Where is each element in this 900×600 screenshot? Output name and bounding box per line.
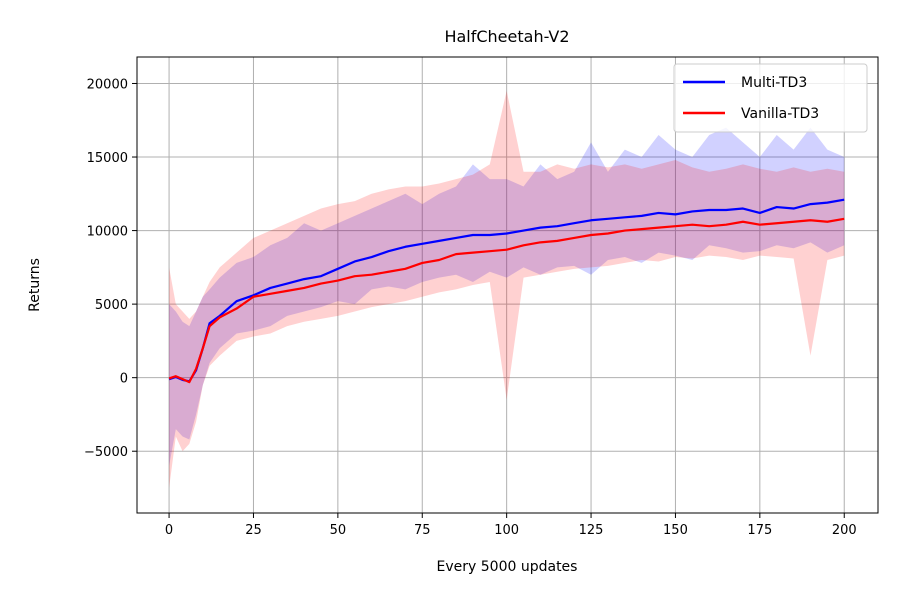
x-tick-label: 75 xyxy=(414,523,431,538)
chart-title: HalfCheetah-V2 xyxy=(444,27,569,46)
legend-label-vanilla-td3: Vanilla-TD3 xyxy=(741,106,819,122)
y-axis-label: Returns xyxy=(27,258,43,312)
y-tick-label: 20000 xyxy=(87,77,128,92)
x-tick-label: 25 xyxy=(245,523,262,538)
x-tick-label: 175 xyxy=(747,523,772,538)
y-tick-label: 15000 xyxy=(87,151,128,166)
x-tick-label: 50 xyxy=(330,523,347,538)
x-tick-label: 125 xyxy=(579,523,604,538)
y-tick-label: 5000 xyxy=(95,298,128,313)
band-multi-td3 xyxy=(169,127,845,466)
line-multi-td3 xyxy=(168,198,845,383)
y-tick-label: 0 xyxy=(120,372,128,387)
x-axis-label: Every 5000 updates xyxy=(437,559,578,575)
y-axis-ticks: −5000 0 5000 10000 15000 20000 xyxy=(84,77,137,460)
confidence-bands xyxy=(169,90,845,488)
x-axis-ticks: 0 25 50 75 100 125 150 175 200 xyxy=(165,513,857,538)
band-vanilla-td3 xyxy=(169,90,845,488)
x-tick-label: 200 xyxy=(832,523,857,538)
y-tick-label: 10000 xyxy=(87,225,128,240)
line-vanilla-td3 xyxy=(168,217,845,384)
legend-label-multi-td3: Multi-TD3 xyxy=(741,75,807,91)
series-lines xyxy=(168,198,845,384)
legend: Multi-TD3 Vanilla-TD3 xyxy=(673,63,868,133)
x-tick-label: 100 xyxy=(494,523,519,538)
y-tick-label: −5000 xyxy=(84,445,128,460)
x-tick-label: 150 xyxy=(663,523,688,538)
x-tick-label: 0 xyxy=(165,523,173,538)
grid xyxy=(137,57,878,513)
plot-frame xyxy=(136,56,879,514)
